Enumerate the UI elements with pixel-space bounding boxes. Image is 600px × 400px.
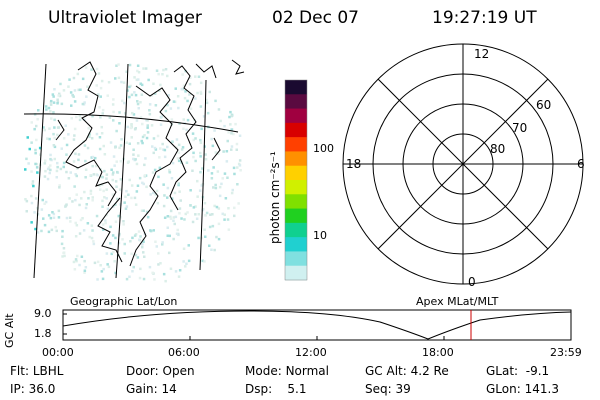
colorbar-segment — [285, 180, 307, 195]
status-ip: IP: 36.0 — [10, 382, 56, 396]
x-tick: 23:59 — [550, 346, 582, 359]
coastline — [55, 119, 65, 141]
coastline — [65, 61, 117, 207]
x-tick: 00:00 — [42, 346, 74, 359]
polar-label-mlt: 6 — [577, 157, 585, 171]
timeline-frame — [62, 309, 572, 341]
y-tick: 9.0 — [34, 307, 52, 320]
polar-label-mlt: 0 — [468, 275, 476, 289]
polar-grid — [342, 43, 584, 285]
longitude-line — [115, 63, 129, 279]
date-label: 02 Dec 07 — [272, 8, 359, 28]
status-filter: Flt: LBHL — [10, 364, 64, 378]
polar-label-lat: 70 — [512, 121, 528, 135]
colorbar-segment — [285, 122, 307, 138]
status-mode: Mode: Normal — [245, 364, 329, 378]
coastline — [129, 85, 179, 267]
coastline — [195, 63, 217, 79]
altitude-curve — [62, 310, 572, 340]
colorbar-tick: 100 — [313, 142, 334, 155]
app-title: Ultraviolet Imager — [48, 8, 202, 28]
y-tick: 1.8 — [34, 327, 52, 340]
colorbar-segment — [285, 208, 307, 224]
time-label: 19:27:19 UT — [432, 8, 537, 28]
colorbar-segment — [285, 222, 307, 238]
polar-label-lat: 80 — [490, 142, 506, 156]
timeline-axis-title: GC Alt — [3, 313, 16, 348]
colorbar-segment — [285, 237, 307, 252]
colorbar-unit-label: photon cm⁻²s⁻¹ — [268, 151, 282, 244]
coastline — [231, 59, 245, 75]
colorbar — [285, 80, 307, 281]
latitude-line — [23, 113, 239, 133]
apex-label: Apex MLat/MLT — [416, 295, 499, 308]
polar-label-lat: 60 — [536, 98, 552, 112]
colorbar-segment — [285, 151, 307, 167]
colorbar-segment — [285, 80, 307, 95]
x-tick: 18:00 — [422, 346, 454, 359]
uv-emission-speckle — [24, 63, 242, 283]
colorbar-segment — [285, 194, 307, 210]
geographic-label: Geographic Lat/Lon — [70, 295, 178, 308]
colorbar-segment — [285, 251, 307, 267]
status-seq: Seq: 39 — [365, 382, 411, 396]
colorbar-tick: 10 — [313, 229, 327, 242]
longitude-line — [199, 79, 207, 271]
coastline — [97, 197, 123, 263]
status-gain: Gain: 14 — [126, 382, 177, 396]
x-tick: 12:00 — [295, 346, 327, 359]
polar-label-mlt: 12 — [474, 47, 490, 61]
longitude-line — [33, 63, 47, 279]
coastline — [211, 137, 221, 161]
status-gc-alt: GC Alt: 4.2 Re — [365, 364, 449, 378]
colorbar-segment — [285, 108, 307, 124]
coastline — [169, 65, 197, 211]
status-glat: GLat: -9.1 — [486, 364, 550, 378]
status-glon: GLon: 141.3 — [486, 382, 559, 396]
x-tick: 06:00 — [168, 346, 200, 359]
colorbar-segment — [285, 165, 307, 181]
colorbar-segment — [285, 94, 307, 110]
status-door: Door: Open — [126, 364, 195, 378]
polar-diagonal — [377, 78, 549, 250]
polar-label-mlt: 18 — [346, 157, 362, 171]
status-dsp: Dsp: 5.1 — [245, 382, 307, 396]
colorbar-segment — [285, 265, 307, 281]
colorbar-segment — [285, 137, 307, 152]
